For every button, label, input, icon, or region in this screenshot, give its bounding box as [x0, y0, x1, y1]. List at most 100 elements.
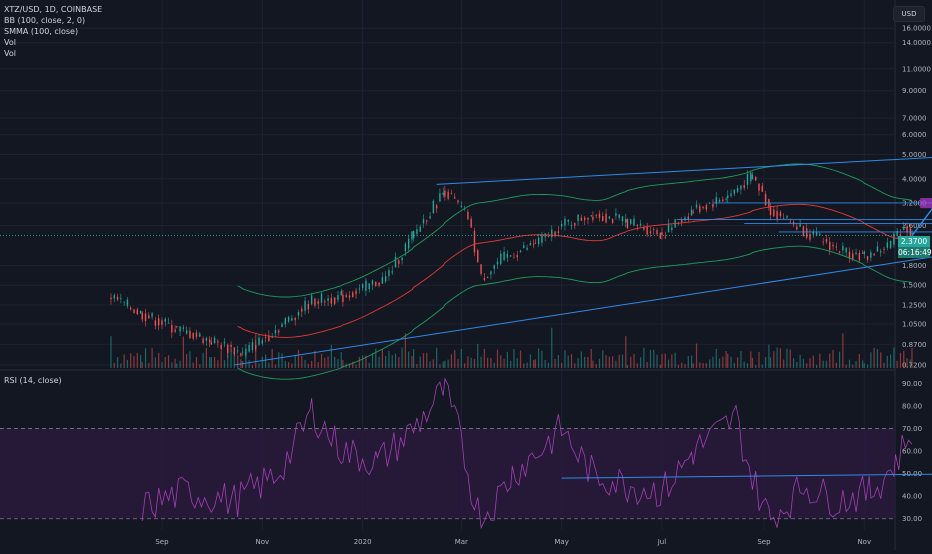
volume-bar	[758, 351, 760, 368]
volume-bar	[873, 347, 875, 368]
candle-body	[208, 339, 211, 343]
volume-bar	[464, 363, 466, 368]
candle-body	[241, 351, 244, 353]
volume-bar	[209, 357, 211, 368]
price-axis-label: 5.0000	[902, 151, 927, 159]
candle-body	[858, 252, 861, 261]
symbol-title[interactable]: XTZ/USD, 1D, COINBASE	[4, 5, 103, 14]
candle-body	[391, 271, 393, 273]
candle-body	[876, 246, 879, 252]
volume-bar	[473, 359, 476, 368]
volume-bar	[192, 362, 194, 368]
candle-body	[454, 197, 456, 199]
candle-body	[822, 241, 824, 243]
volume-bar	[271, 348, 273, 368]
volume-bar	[598, 358, 601, 368]
volume-bar	[467, 356, 469, 368]
candle-body	[602, 215, 604, 222]
candle-body	[361, 284, 364, 289]
indicator-smma[interactable]: SMMA (100, close)	[4, 27, 79, 36]
volume-bar	[746, 363, 749, 368]
indicator-vol[interactable]: Vol	[4, 38, 16, 47]
volume-bar	[130, 353, 132, 368]
volume-bar	[727, 353, 729, 368]
candle-body	[649, 231, 652, 234]
indicator-vol-2[interactable]: Vol	[4, 49, 16, 58]
volume-bar	[432, 359, 434, 368]
candle-body	[506, 253, 509, 258]
volume-bar	[570, 354, 573, 368]
candle-body	[819, 233, 821, 235]
volume-bar	[643, 347, 645, 368]
volume-bar	[533, 360, 535, 368]
volume-bar	[551, 327, 553, 368]
volume-bar	[621, 354, 624, 368]
volume-bar	[241, 361, 244, 368]
volume-bar	[671, 354, 673, 368]
candle-body	[185, 330, 188, 334]
volume-bar	[605, 355, 607, 368]
candle-body	[776, 210, 778, 219]
candle-body	[439, 193, 441, 202]
candle-body	[529, 243, 532, 246]
candle-body	[133, 309, 135, 313]
candle-body	[301, 308, 303, 312]
volume-bar	[649, 349, 652, 368]
price-axis-label: 2.6000	[902, 222, 927, 230]
rsi-legend[interactable]: RSI (14, close)	[4, 376, 62, 385]
smma-line	[237, 203, 913, 338]
candle-body	[513, 257, 515, 259]
volume-bar	[761, 364, 763, 368]
volume-bar	[307, 363, 309, 368]
candle-body	[564, 218, 566, 226]
volume-bar	[751, 357, 754, 368]
volume-bar	[783, 359, 785, 368]
volume-bar	[516, 358, 518, 368]
volume-bar	[653, 349, 655, 368]
candle-body	[832, 244, 834, 247]
volume-bar	[674, 352, 676, 368]
volume-bar	[899, 352, 902, 368]
volume-bar	[291, 363, 293, 368]
volume-bar	[835, 362, 837, 368]
candle-body	[880, 251, 882, 253]
volume-bar	[401, 347, 403, 368]
candle-body	[348, 295, 351, 298]
volume-bar	[483, 348, 485, 368]
candle-body	[516, 255, 518, 258]
candle-body	[848, 251, 851, 259]
currency-button[interactable]: USD	[893, 6, 925, 22]
candle-body	[690, 209, 693, 216]
volume-bar	[722, 356, 724, 368]
candle-body	[435, 205, 438, 209]
countdown-tag: 06:16:49	[898, 247, 932, 258]
volume-bar	[375, 348, 377, 368]
volume-bar	[541, 350, 543, 368]
volume-bar	[743, 361, 745, 368]
volume-bar	[439, 364, 441, 368]
volume-bar	[712, 356, 714, 368]
candle-body	[773, 209, 775, 217]
candle-body	[404, 243, 407, 252]
volume-bar	[815, 364, 818, 368]
volume-bar	[829, 353, 831, 368]
volume-bar	[227, 349, 229, 368]
volume-bar	[161, 361, 163, 368]
candle-body	[570, 224, 573, 226]
candle-body	[746, 173, 749, 185]
volume-bar	[189, 351, 191, 368]
candle-body	[148, 315, 150, 319]
candle-body	[345, 295, 347, 297]
volume-bar	[233, 351, 235, 368]
candle-body	[764, 194, 767, 206]
indicator-bb[interactable]: BB (100, close, 2, 0)	[4, 16, 86, 25]
candle-body	[664, 236, 666, 238]
volume-bar	[786, 348, 788, 368]
volume-bar	[352, 361, 354, 368]
price-axis-label: 4.0000	[902, 175, 927, 183]
candle-body	[493, 265, 495, 269]
candle-body	[534, 243, 537, 245]
candle-body	[205, 337, 208, 341]
candle-body	[330, 297, 333, 304]
